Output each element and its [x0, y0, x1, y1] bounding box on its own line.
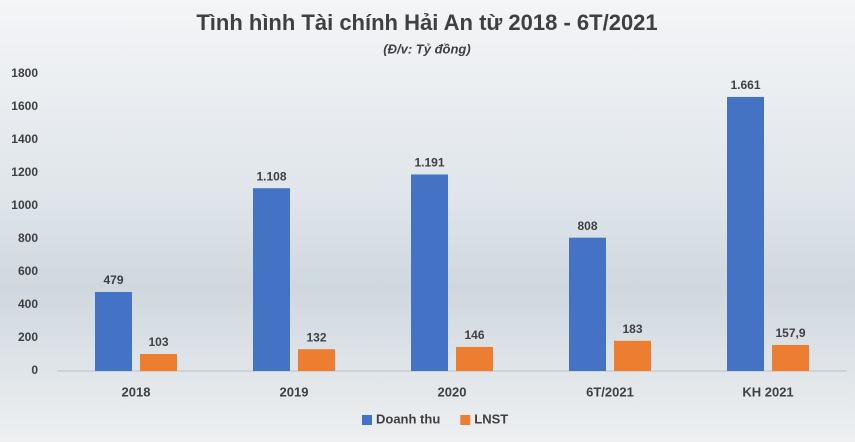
x-tick-label: 2020 — [438, 384, 467, 399]
legend-label: LNST — [474, 411, 508, 426]
legend-swatch — [460, 415, 471, 425]
y-tick-label: 400 — [18, 297, 38, 311]
y-tick-label: 600 — [18, 264, 38, 278]
value-label: 132 — [306, 330, 326, 344]
y-tick-label: 800 — [18, 231, 38, 245]
value-label: 183 — [622, 322, 642, 336]
y-tick-label: 0 — [31, 363, 38, 377]
value-label: 1.108 — [256, 169, 286, 183]
bar — [411, 174, 448, 371]
y-tick-label: 1800 — [11, 66, 38, 80]
legend-label: Doanh thu — [376, 411, 440, 426]
bar — [727, 96, 764, 371]
value-label: 146 — [464, 328, 484, 342]
bar — [569, 237, 606, 371]
y-tick-label: 1600 — [11, 99, 38, 113]
y-tick-label: 1400 — [11, 132, 38, 146]
legend-swatch — [362, 415, 372, 425]
bar — [253, 188, 290, 371]
value-label: 479 — [103, 273, 123, 287]
bar — [298, 349, 335, 371]
bar — [456, 346, 493, 371]
bar — [614, 340, 651, 371]
value-label: 808 — [577, 219, 597, 233]
bar — [140, 354, 177, 371]
x-tick-label: 2018 — [122, 384, 151, 399]
value-label: 157,9 — [775, 326, 805, 340]
x-tick-label: 2019 — [280, 384, 309, 399]
bar — [95, 291, 132, 371]
y-tick-label: 1000 — [11, 198, 38, 212]
x-tick-label: 6T/2021 — [586, 384, 634, 399]
x-tick-label: KH 2021 — [742, 384, 793, 399]
value-label: 1.661 — [730, 78, 760, 92]
bar — [772, 344, 809, 371]
chart-subtitle: (Đ/v: Tỷ đồng) — [383, 41, 470, 56]
value-label: 103 — [148, 335, 168, 349]
value-label: 1.191 — [414, 156, 444, 170]
y-tick-label: 1200 — [11, 165, 38, 179]
y-tick-label: 200 — [18, 330, 38, 344]
chart-title: Tình hình Tài chính Hải An từ 2018 - 6T/… — [196, 10, 657, 35]
